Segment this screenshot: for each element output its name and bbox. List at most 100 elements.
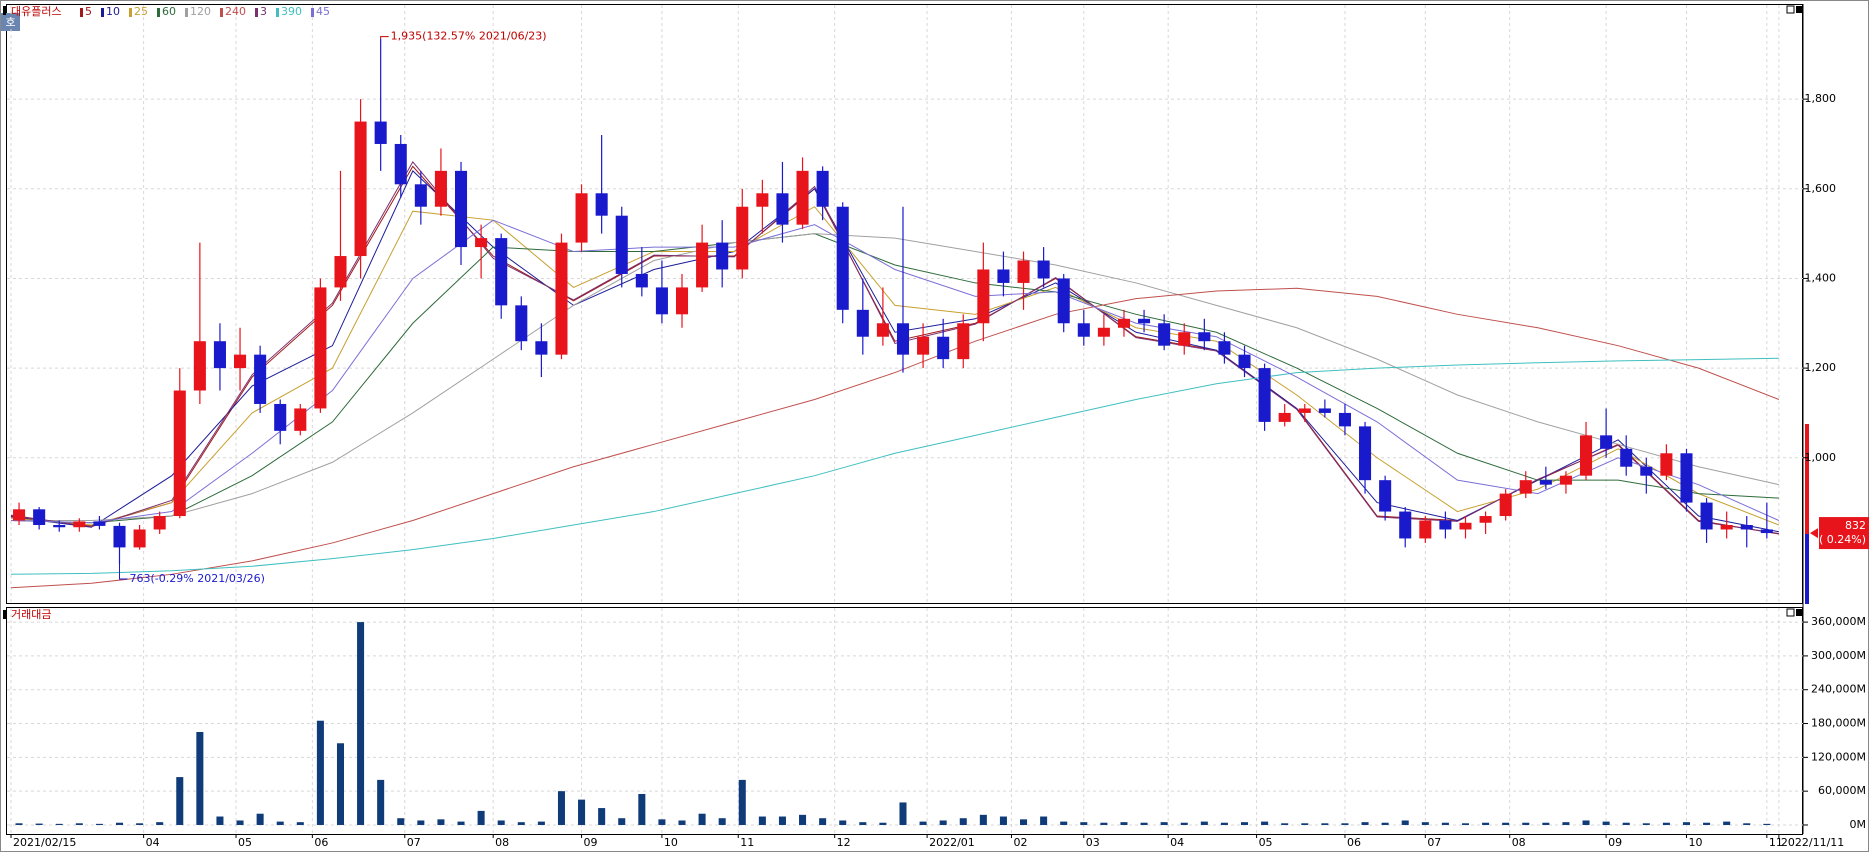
x-tick-label: 08 — [1512, 836, 1526, 849]
candle-body — [1218, 341, 1231, 355]
legend-title: 대유플러스 — [11, 5, 62, 18]
candle-body — [716, 242, 729, 270]
candle-body — [354, 121, 367, 257]
volume-bar — [879, 822, 887, 825]
candle-body — [876, 323, 889, 337]
x-tick-label: 02 — [1013, 836, 1027, 849]
volume-bar — [276, 821, 284, 825]
volume-bar — [517, 822, 525, 825]
volume-bar — [1682, 822, 1690, 825]
x-tick-label: 04 — [146, 836, 160, 849]
volume-bar — [1743, 823, 1751, 825]
candle-body — [736, 206, 749, 270]
volume-bar — [1602, 821, 1610, 825]
y-tick-label: 1,200 — [1805, 361, 1837, 374]
volume-bar — [417, 820, 425, 825]
candle-body — [454, 170, 468, 248]
volume-bar — [1441, 822, 1449, 825]
volume-bar — [176, 777, 184, 825]
volume-bar — [959, 818, 967, 825]
candle-body — [635, 273, 648, 288]
candle-body — [917, 336, 930, 355]
candle-body — [1740, 525, 1753, 530]
volume-bar — [758, 816, 766, 825]
volume-bar — [638, 793, 646, 825]
volume-bar — [1401, 820, 1409, 825]
candle-body — [1519, 480, 1532, 494]
candle-body — [1198, 332, 1211, 342]
volume-bar — [899, 802, 907, 825]
candle-body — [575, 193, 588, 243]
volume-bar — [35, 823, 43, 825]
candle-body — [756, 193, 769, 207]
candle-body — [555, 242, 568, 355]
volume-bar — [397, 818, 405, 825]
window-button[interactable] — [1796, 609, 1803, 616]
candle-body — [33, 509, 46, 525]
candle-body — [1680, 453, 1693, 503]
candle-body — [1037, 260, 1050, 279]
candle-body — [475, 238, 488, 248]
volume-bar — [316, 720, 324, 825]
volume-bar — [1080, 822, 1088, 825]
x-tick-label: 06 — [314, 836, 328, 849]
window-button[interactable] — [1796, 6, 1803, 13]
volume-bar — [718, 818, 726, 825]
volume-bar — [1642, 823, 1650, 825]
candle-body — [1559, 475, 1572, 485]
candle-body — [334, 256, 347, 288]
volume-bar — [1582, 820, 1590, 825]
moving-average-line — [10, 161, 1779, 535]
candle-body — [1338, 412, 1351, 427]
y-tick-label: 120,000M — [1811, 750, 1866, 763]
candle-body — [93, 521, 106, 526]
legend-label: 10 — [106, 5, 120, 18]
volume-bar — [1482, 822, 1490, 825]
volume-bar — [658, 819, 666, 825]
legend-swatch — [185, 8, 188, 17]
candle-body — [234, 354, 247, 369]
candle-body — [1258, 368, 1271, 422]
badge[interactable] — [1, 13, 20, 31]
volume-bar — [296, 822, 304, 825]
x-tick-label: 07 — [1427, 836, 1441, 849]
volume-bar — [55, 823, 63, 825]
x-tick-label: 06 — [1347, 836, 1361, 849]
volume-bar — [1281, 823, 1289, 825]
volume-bar — [1060, 821, 1068, 825]
y-tick-label: 1,400 — [1805, 271, 1837, 284]
candle-body — [193, 341, 206, 391]
last-price-box — [1819, 517, 1869, 550]
candle-body — [213, 341, 226, 369]
candle-body — [1479, 516, 1492, 523]
window-button[interactable] — [1786, 608, 1795, 617]
volume-bar — [1341, 823, 1349, 825]
volume-bar — [336, 743, 345, 825]
volume-bar — [1040, 816, 1048, 825]
legend-label: 25 — [134, 5, 148, 18]
y-tick-label: 180,000M — [1811, 717, 1866, 730]
candle-body — [434, 170, 447, 207]
x-tick-label: 05 — [238, 836, 252, 849]
volume-bar — [537, 821, 545, 825]
candle-body — [1459, 522, 1472, 530]
volume-bar — [1301, 823, 1309, 825]
volume-bar — [698, 813, 706, 825]
volume-bar — [156, 822, 164, 825]
volume-bar — [75, 823, 83, 825]
candle-body — [274, 403, 287, 431]
candle-body — [13, 509, 26, 521]
y-tick-label: 300,000M — [1811, 649, 1866, 662]
volume-bar — [15, 823, 23, 825]
legend-swatch — [255, 8, 258, 17]
last-price-arrow — [1810, 528, 1818, 539]
candle-body — [1379, 480, 1392, 512]
volume-bar — [115, 822, 124, 825]
window-button[interactable] — [1786, 5, 1795, 14]
candle-body — [1117, 318, 1131, 328]
candle-body — [1298, 408, 1311, 413]
volume-bar — [738, 779, 746, 825]
candle-body — [776, 193, 789, 225]
candle-body — [1600, 435, 1613, 449]
